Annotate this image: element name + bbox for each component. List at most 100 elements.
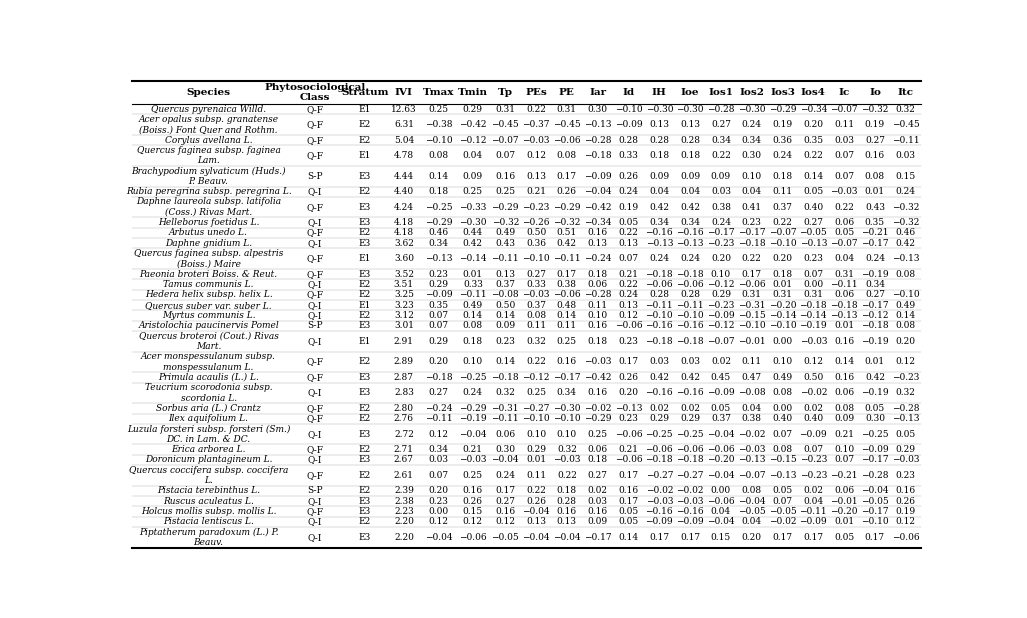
- Text: 0.23: 0.23: [618, 414, 639, 423]
- Text: −0.27: −0.27: [677, 471, 703, 480]
- Text: −0.23: −0.23: [800, 471, 827, 480]
- Text: −0.05: −0.05: [799, 229, 827, 237]
- Text: −0.12: −0.12: [708, 280, 734, 289]
- Text: −0.11: −0.11: [676, 301, 703, 310]
- Text: 0.12: 0.12: [429, 430, 449, 439]
- Text: 0.16: 0.16: [557, 507, 577, 516]
- Text: 2.89: 2.89: [394, 357, 414, 366]
- Text: −0.32: −0.32: [892, 218, 919, 227]
- Text: E3: E3: [358, 388, 371, 397]
- Text: 0.04: 0.04: [680, 187, 700, 196]
- Text: 0.48: 0.48: [557, 301, 577, 310]
- Text: 0.22: 0.22: [772, 218, 793, 227]
- Text: −0.07: −0.07: [737, 471, 765, 480]
- Text: 0.16: 0.16: [557, 357, 577, 366]
- Text: 6.31: 6.31: [394, 120, 414, 129]
- Text: 0.24: 0.24: [463, 388, 483, 397]
- Text: −0.03: −0.03: [523, 135, 549, 145]
- Text: E3: E3: [358, 455, 371, 465]
- Text: −0.21: −0.21: [862, 229, 888, 237]
- Text: Daphne gnidium L.: Daphne gnidium L.: [165, 239, 253, 248]
- Text: −0.13: −0.13: [892, 254, 919, 263]
- Text: −0.18: −0.18: [676, 337, 703, 346]
- Text: 0.35: 0.35: [865, 218, 885, 227]
- Text: −0.27: −0.27: [523, 404, 549, 413]
- Text: −0.07: −0.07: [830, 104, 858, 114]
- Text: 0.49: 0.49: [495, 229, 516, 237]
- Text: 0.14: 0.14: [803, 172, 824, 180]
- Text: 0.11: 0.11: [772, 187, 793, 196]
- Text: 0.33: 0.33: [463, 280, 483, 289]
- Text: −0.16: −0.16: [645, 507, 673, 516]
- Text: 0.24: 0.24: [741, 120, 762, 129]
- Text: 0.18: 0.18: [463, 337, 483, 346]
- Text: 0.24: 0.24: [711, 218, 731, 227]
- Text: 0.20: 0.20: [803, 120, 824, 129]
- Text: −0.38: −0.38: [425, 120, 453, 129]
- Text: 0.03: 0.03: [587, 497, 608, 506]
- Text: 0.25: 0.25: [495, 187, 516, 196]
- Text: Doronicum plantagineum L.: Doronicum plantagineum L.: [145, 455, 272, 465]
- Text: 0.08: 0.08: [428, 151, 449, 160]
- Text: 0.16: 0.16: [587, 321, 608, 330]
- Text: −0.07: −0.07: [768, 229, 796, 237]
- Text: −0.25: −0.25: [459, 373, 487, 382]
- Text: −0.11: −0.11: [459, 290, 487, 299]
- Text: 4.18: 4.18: [394, 229, 414, 237]
- Text: Ioe: Ioe: [681, 88, 699, 97]
- Text: 0.20: 0.20: [896, 337, 916, 346]
- Text: 0.00: 0.00: [772, 337, 793, 346]
- Text: 0.12: 0.12: [896, 517, 916, 527]
- Text: −0.10: −0.10: [523, 254, 549, 263]
- Text: −0.25: −0.25: [645, 430, 673, 439]
- Text: Erica arborea L.: Erica arborea L.: [172, 445, 245, 454]
- Text: −0.17: −0.17: [861, 455, 888, 465]
- Text: 0.21: 0.21: [526, 187, 546, 196]
- Text: −0.10: −0.10: [768, 321, 796, 330]
- Text: 0.30: 0.30: [865, 414, 885, 423]
- Text: 0.42: 0.42: [463, 239, 483, 248]
- Text: Acer opalus subsp. granatense
(Boiss.) Font Quer and Rothm.: Acer opalus subsp. granatense (Boiss.) F…: [139, 115, 278, 134]
- Text: −0.06: −0.06: [707, 497, 734, 506]
- Text: 0.24: 0.24: [618, 187, 639, 196]
- Text: E2: E2: [358, 187, 371, 196]
- Text: 0.21: 0.21: [618, 269, 639, 279]
- Text: −0.13: −0.13: [584, 120, 611, 129]
- Text: −0.04: −0.04: [523, 533, 549, 542]
- Text: −0.17: −0.17: [737, 229, 765, 237]
- Text: −0.02: −0.02: [800, 388, 827, 397]
- Text: −0.13: −0.13: [738, 455, 765, 465]
- Text: Q-F: Q-F: [306, 471, 324, 480]
- Text: 0.40: 0.40: [803, 203, 824, 212]
- Text: Q-I: Q-I: [307, 337, 321, 346]
- Text: 2.83: 2.83: [394, 388, 414, 397]
- Text: 0.42: 0.42: [680, 373, 700, 382]
- Text: 0.34: 0.34: [429, 445, 449, 454]
- Text: 0.03: 0.03: [429, 455, 449, 465]
- Text: 0.15: 0.15: [711, 533, 731, 542]
- Text: −0.09: −0.09: [799, 517, 827, 527]
- Text: −0.18: −0.18: [830, 301, 858, 310]
- Text: −0.20: −0.20: [769, 301, 796, 310]
- Text: 0.00: 0.00: [803, 280, 824, 289]
- Text: 0.32: 0.32: [526, 337, 546, 346]
- Text: 2.38: 2.38: [394, 497, 414, 506]
- Text: 0.13: 0.13: [526, 172, 546, 180]
- Text: 0.25: 0.25: [428, 104, 449, 114]
- Text: −0.11: −0.11: [425, 414, 453, 423]
- Text: −0.18: −0.18: [861, 321, 888, 330]
- Text: Q-F: Q-F: [306, 404, 324, 413]
- Text: −0.05: −0.05: [737, 507, 765, 516]
- Text: 0.35: 0.35: [428, 301, 449, 310]
- Text: −0.33: −0.33: [459, 203, 487, 212]
- Text: −0.10: −0.10: [615, 104, 642, 114]
- Text: 5.04: 5.04: [393, 135, 414, 145]
- Text: 0.29: 0.29: [680, 414, 700, 423]
- Text: −0.16: −0.16: [645, 321, 673, 330]
- Text: −0.27: −0.27: [646, 471, 673, 480]
- Text: 0.18: 0.18: [649, 151, 670, 160]
- Text: E2: E2: [358, 120, 371, 129]
- Text: −0.31: −0.31: [492, 404, 519, 413]
- Text: 0.37: 0.37: [526, 301, 546, 310]
- Text: −0.12: −0.12: [523, 373, 549, 382]
